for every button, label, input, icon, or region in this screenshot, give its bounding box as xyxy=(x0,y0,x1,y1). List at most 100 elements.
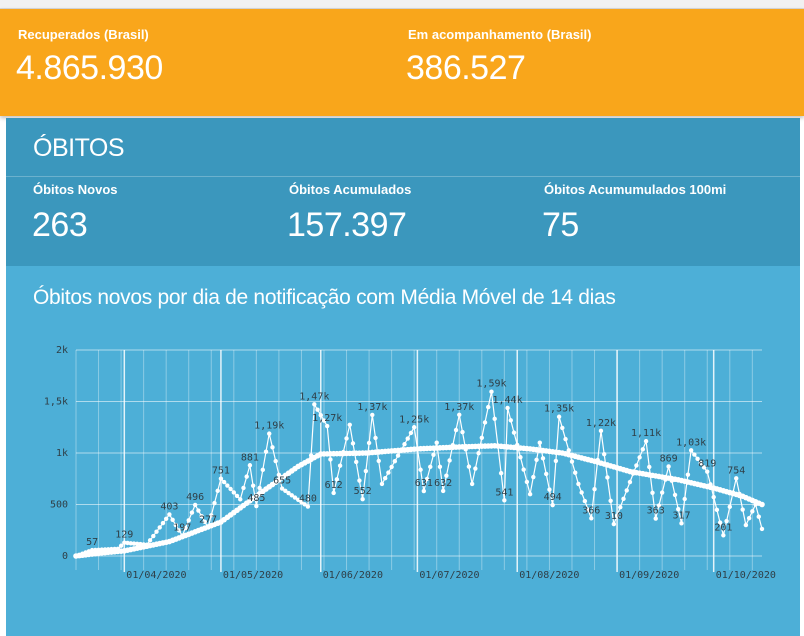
daily-point xyxy=(202,519,208,525)
recuperados-label: Recuperados (Brasil) xyxy=(18,27,149,42)
daily-point xyxy=(534,457,539,463)
daily-point xyxy=(650,490,655,495)
daily-point xyxy=(685,472,691,477)
data-label: 1,59k xyxy=(476,379,506,390)
daily-point xyxy=(750,509,755,514)
daily-point xyxy=(759,526,765,532)
daily-point xyxy=(524,479,530,485)
daily-point xyxy=(370,412,375,418)
daily-point xyxy=(337,463,343,468)
daily-point xyxy=(466,464,472,469)
daily-point xyxy=(553,458,559,464)
daily-point xyxy=(521,467,526,472)
daily-point xyxy=(279,486,285,491)
daily-point xyxy=(428,464,433,470)
data-label: 201 xyxy=(714,522,732,533)
daily-point xyxy=(563,436,568,442)
daily-point xyxy=(489,389,494,394)
daily-point xyxy=(305,504,311,509)
daily-point xyxy=(701,465,707,470)
daily-point xyxy=(154,529,159,534)
daily-point xyxy=(511,430,517,435)
data-label: 1,27k xyxy=(312,413,342,424)
daily-point xyxy=(299,499,304,505)
data-label: 869 xyxy=(660,453,678,464)
daily-point xyxy=(363,468,369,474)
data-label: 541 xyxy=(495,487,513,498)
daily-point xyxy=(176,528,182,533)
daily-point xyxy=(267,431,272,436)
daily-point xyxy=(486,404,491,410)
daily-point xyxy=(173,522,179,528)
obitos-panel: ÓBITOS Óbitos Novos 263 Óbitos Acumulado… xyxy=(6,118,800,266)
daily-point xyxy=(492,416,497,422)
daily-point xyxy=(389,464,394,470)
daily-point xyxy=(634,463,639,468)
daily-point xyxy=(228,486,233,492)
daily-point xyxy=(537,440,542,445)
daily-point xyxy=(724,518,729,524)
daily-point xyxy=(270,445,275,450)
daily-point xyxy=(637,455,642,460)
daily-point xyxy=(434,440,439,445)
daily-point xyxy=(376,458,381,464)
daily-point xyxy=(196,508,201,513)
daily-point xyxy=(411,425,417,430)
y-tick-label: 0 xyxy=(62,551,68,562)
data-label: 129 xyxy=(115,530,133,541)
daily-point xyxy=(292,495,298,500)
daily-point xyxy=(260,467,265,473)
daily-point xyxy=(682,496,687,502)
daily-point xyxy=(659,490,665,495)
data-label: 612 xyxy=(325,480,343,491)
data-label: 1,19k xyxy=(254,421,284,432)
daily-point xyxy=(618,505,623,510)
daily-point xyxy=(347,422,352,427)
daily-point xyxy=(386,470,391,475)
daily-point xyxy=(705,469,710,474)
daily-point xyxy=(283,488,288,493)
acompanhamento-label: Em acompanhamento (Brasil) xyxy=(408,27,592,42)
daily-point xyxy=(688,448,694,453)
daily-point xyxy=(627,479,633,485)
daily-point xyxy=(160,520,166,526)
daily-point xyxy=(302,502,307,507)
daily-point xyxy=(296,497,301,503)
daily-point xyxy=(379,481,385,487)
summary-panel-orange: Recuperados (Brasil) 4.865.930 Em acompa… xyxy=(0,9,804,116)
daily-point xyxy=(666,464,671,469)
daily-point xyxy=(518,455,523,460)
daily-point xyxy=(402,442,407,447)
daily-point xyxy=(531,474,536,480)
daily-point xyxy=(286,490,291,496)
daily-point xyxy=(321,418,327,423)
daily-point xyxy=(756,514,761,519)
daily-point xyxy=(125,540,130,546)
data-label: 1,37k xyxy=(357,402,387,413)
daily-point xyxy=(589,516,594,521)
data-label: 552 xyxy=(354,486,372,497)
daily-point xyxy=(498,470,504,476)
y-tick-label: 500 xyxy=(50,500,68,511)
daily-point xyxy=(431,452,436,457)
daily-point xyxy=(328,457,333,462)
daily-point xyxy=(157,525,162,530)
daily-point xyxy=(601,451,607,457)
daily-point xyxy=(131,541,137,546)
data-label: 1,22k xyxy=(586,418,616,429)
daily-point xyxy=(163,516,169,522)
daily-point xyxy=(247,463,253,468)
daily-point xyxy=(647,464,652,470)
daily-point xyxy=(209,513,214,518)
daily-point xyxy=(212,500,217,506)
data-label: 366 xyxy=(582,505,600,516)
x-tick-label: 01/09/2020 xyxy=(619,570,679,581)
daily-point xyxy=(225,483,230,488)
daily-point xyxy=(93,547,98,553)
data-label: 197 xyxy=(173,523,191,534)
daily-point xyxy=(653,516,658,521)
data-label: 310 xyxy=(605,511,623,522)
acompanhamento-value: 386.527 xyxy=(406,49,526,87)
daily-point xyxy=(721,533,726,538)
data-label: 631 xyxy=(415,478,433,489)
